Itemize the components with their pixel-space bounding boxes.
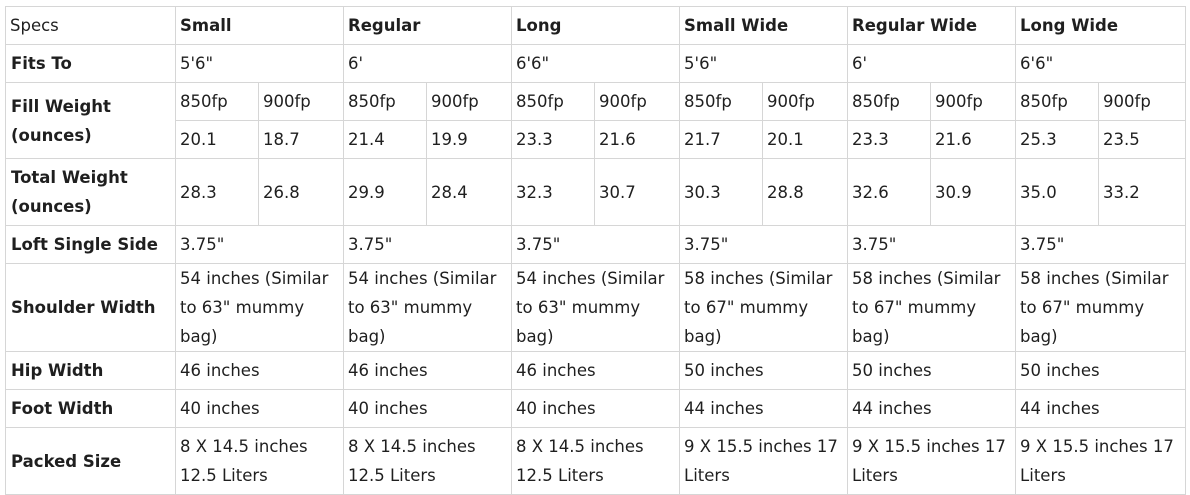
table-cell: 35.0 bbox=[1015, 158, 1100, 226]
table-cell: 40 inches bbox=[342, 389, 513, 428]
shoulder-row: Shoulder Width 54 inches (Similar to 63"… bbox=[5, 263, 1187, 352]
table-cell: 32.3 bbox=[511, 158, 596, 226]
table-cell: 21.7 bbox=[679, 120, 764, 159]
table-cell: 20.1 bbox=[762, 120, 849, 159]
specs-table: Specs Small Regular Long Small Wide Regu… bbox=[5, 6, 1187, 495]
table-cell: 3.75" bbox=[679, 225, 849, 264]
table-cell: 21.6 bbox=[594, 120, 681, 159]
fp-label: 850fp bbox=[679, 82, 764, 121]
total-weight-row: Total Weight (ounces) 28.3 26.8 29.9 28.… bbox=[5, 158, 1187, 226]
table-cell: 46 inches bbox=[511, 351, 681, 390]
fits-to-row: Fits To 5'6" 6' 6'6" 5'6" 6' 6'6" bbox=[5, 44, 1187, 83]
fp-label: 850fp bbox=[1015, 82, 1100, 121]
table-cell: 28.3 bbox=[175, 158, 259, 226]
table-cell: 58 inches (Similar to 67" mummy bag) bbox=[1015, 263, 1187, 352]
table-cell: 26.8 bbox=[258, 158, 344, 226]
table-cell: 50 inches bbox=[679, 351, 849, 390]
foot-row: Foot Width 40 inches 40 inches 40 inches… bbox=[5, 389, 1187, 428]
table-cell: 6'6" bbox=[511, 44, 681, 83]
header-model: Regular bbox=[342, 6, 513, 45]
row-label: Fill Weight (ounces) bbox=[5, 82, 176, 159]
loft-row: Loft Single Side 3.75" 3.75" 3.75" 3.75"… bbox=[5, 225, 1187, 264]
table-cell: 19.9 bbox=[425, 120, 513, 159]
fill-weight-values-row: 20.1 18.7 21.4 19.9 23.3 21.6 21.7 20.1 … bbox=[6, 120, 1187, 159]
fp-label: 850fp bbox=[511, 82, 596, 121]
row-label: Shoulder Width bbox=[5, 263, 176, 352]
table-cell: 5'6" bbox=[175, 44, 344, 83]
specs-table-container: Specs Small Regular Long Small Wide Regu… bbox=[5, 6, 1187, 495]
table-cell: 40 inches bbox=[511, 389, 681, 428]
table-cell: 8 X 14.5 inches 12.5 Liters bbox=[511, 427, 681, 495]
header-model: Long Wide bbox=[1015, 6, 1187, 45]
table-cell: 44 inches bbox=[847, 389, 1017, 428]
table-cell: 44 inches bbox=[1015, 389, 1187, 428]
table-cell: 50 inches bbox=[1015, 351, 1187, 390]
row-label: Total Weight (ounces) bbox=[5, 158, 176, 226]
row-label: Fits To bbox=[5, 44, 176, 83]
table-cell: 40 inches bbox=[175, 389, 344, 428]
table-cell: 3.75" bbox=[847, 225, 1017, 264]
table-cell: 3.75" bbox=[342, 225, 513, 264]
row-label: Loft Single Side bbox=[5, 225, 176, 264]
fp-label: 900fp bbox=[594, 82, 681, 121]
packed-row: Packed Size 8 X 14.5 inches 12.5 Liters … bbox=[5, 427, 1187, 495]
row-label: Packed Size bbox=[5, 427, 176, 495]
fp-label: 850fp bbox=[175, 82, 259, 121]
row-label: Foot Width bbox=[5, 389, 176, 428]
header-model: Long bbox=[511, 6, 681, 45]
table-cell: 25.3 bbox=[1015, 120, 1100, 159]
table-cell: 58 inches (Similar to 67" mummy bag) bbox=[847, 263, 1017, 352]
table-cell: 54 inches (Similar to 63" mummy bag) bbox=[511, 263, 681, 352]
table-cell: 30.3 bbox=[679, 158, 764, 226]
header-model: Small Wide bbox=[679, 6, 849, 45]
fp-label: 850fp bbox=[847, 82, 932, 121]
hip-row: Hip Width 46 inches 46 inches 46 inches … bbox=[5, 351, 1187, 390]
table-cell: 3.75" bbox=[1015, 225, 1187, 264]
table-cell: 54 inches (Similar to 63" mummy bag) bbox=[342, 263, 513, 352]
table-cell: 9 X 15.5 inches 17 Liters bbox=[679, 427, 849, 495]
table-cell: 6' bbox=[342, 44, 513, 83]
table-cell: 20.1 bbox=[175, 120, 259, 159]
header-corner: Specs bbox=[5, 6, 176, 45]
table-cell: 46 inches bbox=[342, 351, 513, 390]
table-cell: 28.4 bbox=[425, 158, 513, 226]
table-cell: 8 X 14.5 inches 12.5 Liters bbox=[342, 427, 513, 495]
table-cell: 9 X 15.5 inches 17 Liters bbox=[847, 427, 1017, 495]
table-cell: 9 X 15.5 inches 17 Liters bbox=[1015, 427, 1187, 495]
table-cell: 58 inches (Similar to 67" mummy bag) bbox=[679, 263, 849, 352]
fp-label: 900fp bbox=[930, 82, 1017, 121]
table-cell: 5'6" bbox=[679, 44, 849, 83]
table-cell: 23.3 bbox=[847, 120, 932, 159]
table-cell: 3.75" bbox=[511, 225, 681, 264]
table-cell: 21.4 bbox=[343, 120, 427, 159]
table-cell: 6'6" bbox=[1015, 44, 1187, 83]
fp-label: 850fp bbox=[343, 82, 427, 121]
table-cell: 33.2 bbox=[1098, 158, 1187, 226]
fp-label: 900fp bbox=[762, 82, 849, 121]
table-cell: 46 inches bbox=[175, 351, 344, 390]
table-cell: 23.3 bbox=[511, 120, 596, 159]
fp-label: 900fp bbox=[258, 82, 344, 121]
table-cell: 23.5 bbox=[1098, 120, 1187, 159]
row-label: Hip Width bbox=[5, 351, 176, 390]
table-cell: 8 X 14.5 inches 12.5 Liters bbox=[175, 427, 344, 495]
table-cell: 50 inches bbox=[847, 351, 1017, 390]
header-row: Specs Small Regular Long Small Wide Regu… bbox=[5, 6, 1187, 45]
fp-label: 900fp bbox=[1098, 82, 1187, 121]
table-cell: 18.7 bbox=[258, 120, 344, 159]
table-cell: 54 inches (Similar to 63" mummy bag) bbox=[175, 263, 344, 352]
table-cell: 21.6 bbox=[930, 120, 1017, 159]
fp-label: 900fp bbox=[425, 82, 513, 121]
table-cell: 6' bbox=[847, 44, 1017, 83]
table-cell: 30.9 bbox=[930, 158, 1017, 226]
table-cell: 32.6 bbox=[847, 158, 932, 226]
header-model: Regular Wide bbox=[847, 6, 1017, 45]
fill-weight-row: Fill Weight (ounces) 850fp 900fp 850fp 9… bbox=[5, 82, 1187, 159]
table-cell: 30.7 bbox=[594, 158, 681, 226]
table-cell: 3.75" bbox=[175, 225, 344, 264]
table-cell: 28.8 bbox=[762, 158, 849, 226]
table-cell: 29.9 bbox=[343, 158, 427, 226]
table-cell: 44 inches bbox=[679, 389, 849, 428]
header-model: Small bbox=[175, 6, 344, 45]
